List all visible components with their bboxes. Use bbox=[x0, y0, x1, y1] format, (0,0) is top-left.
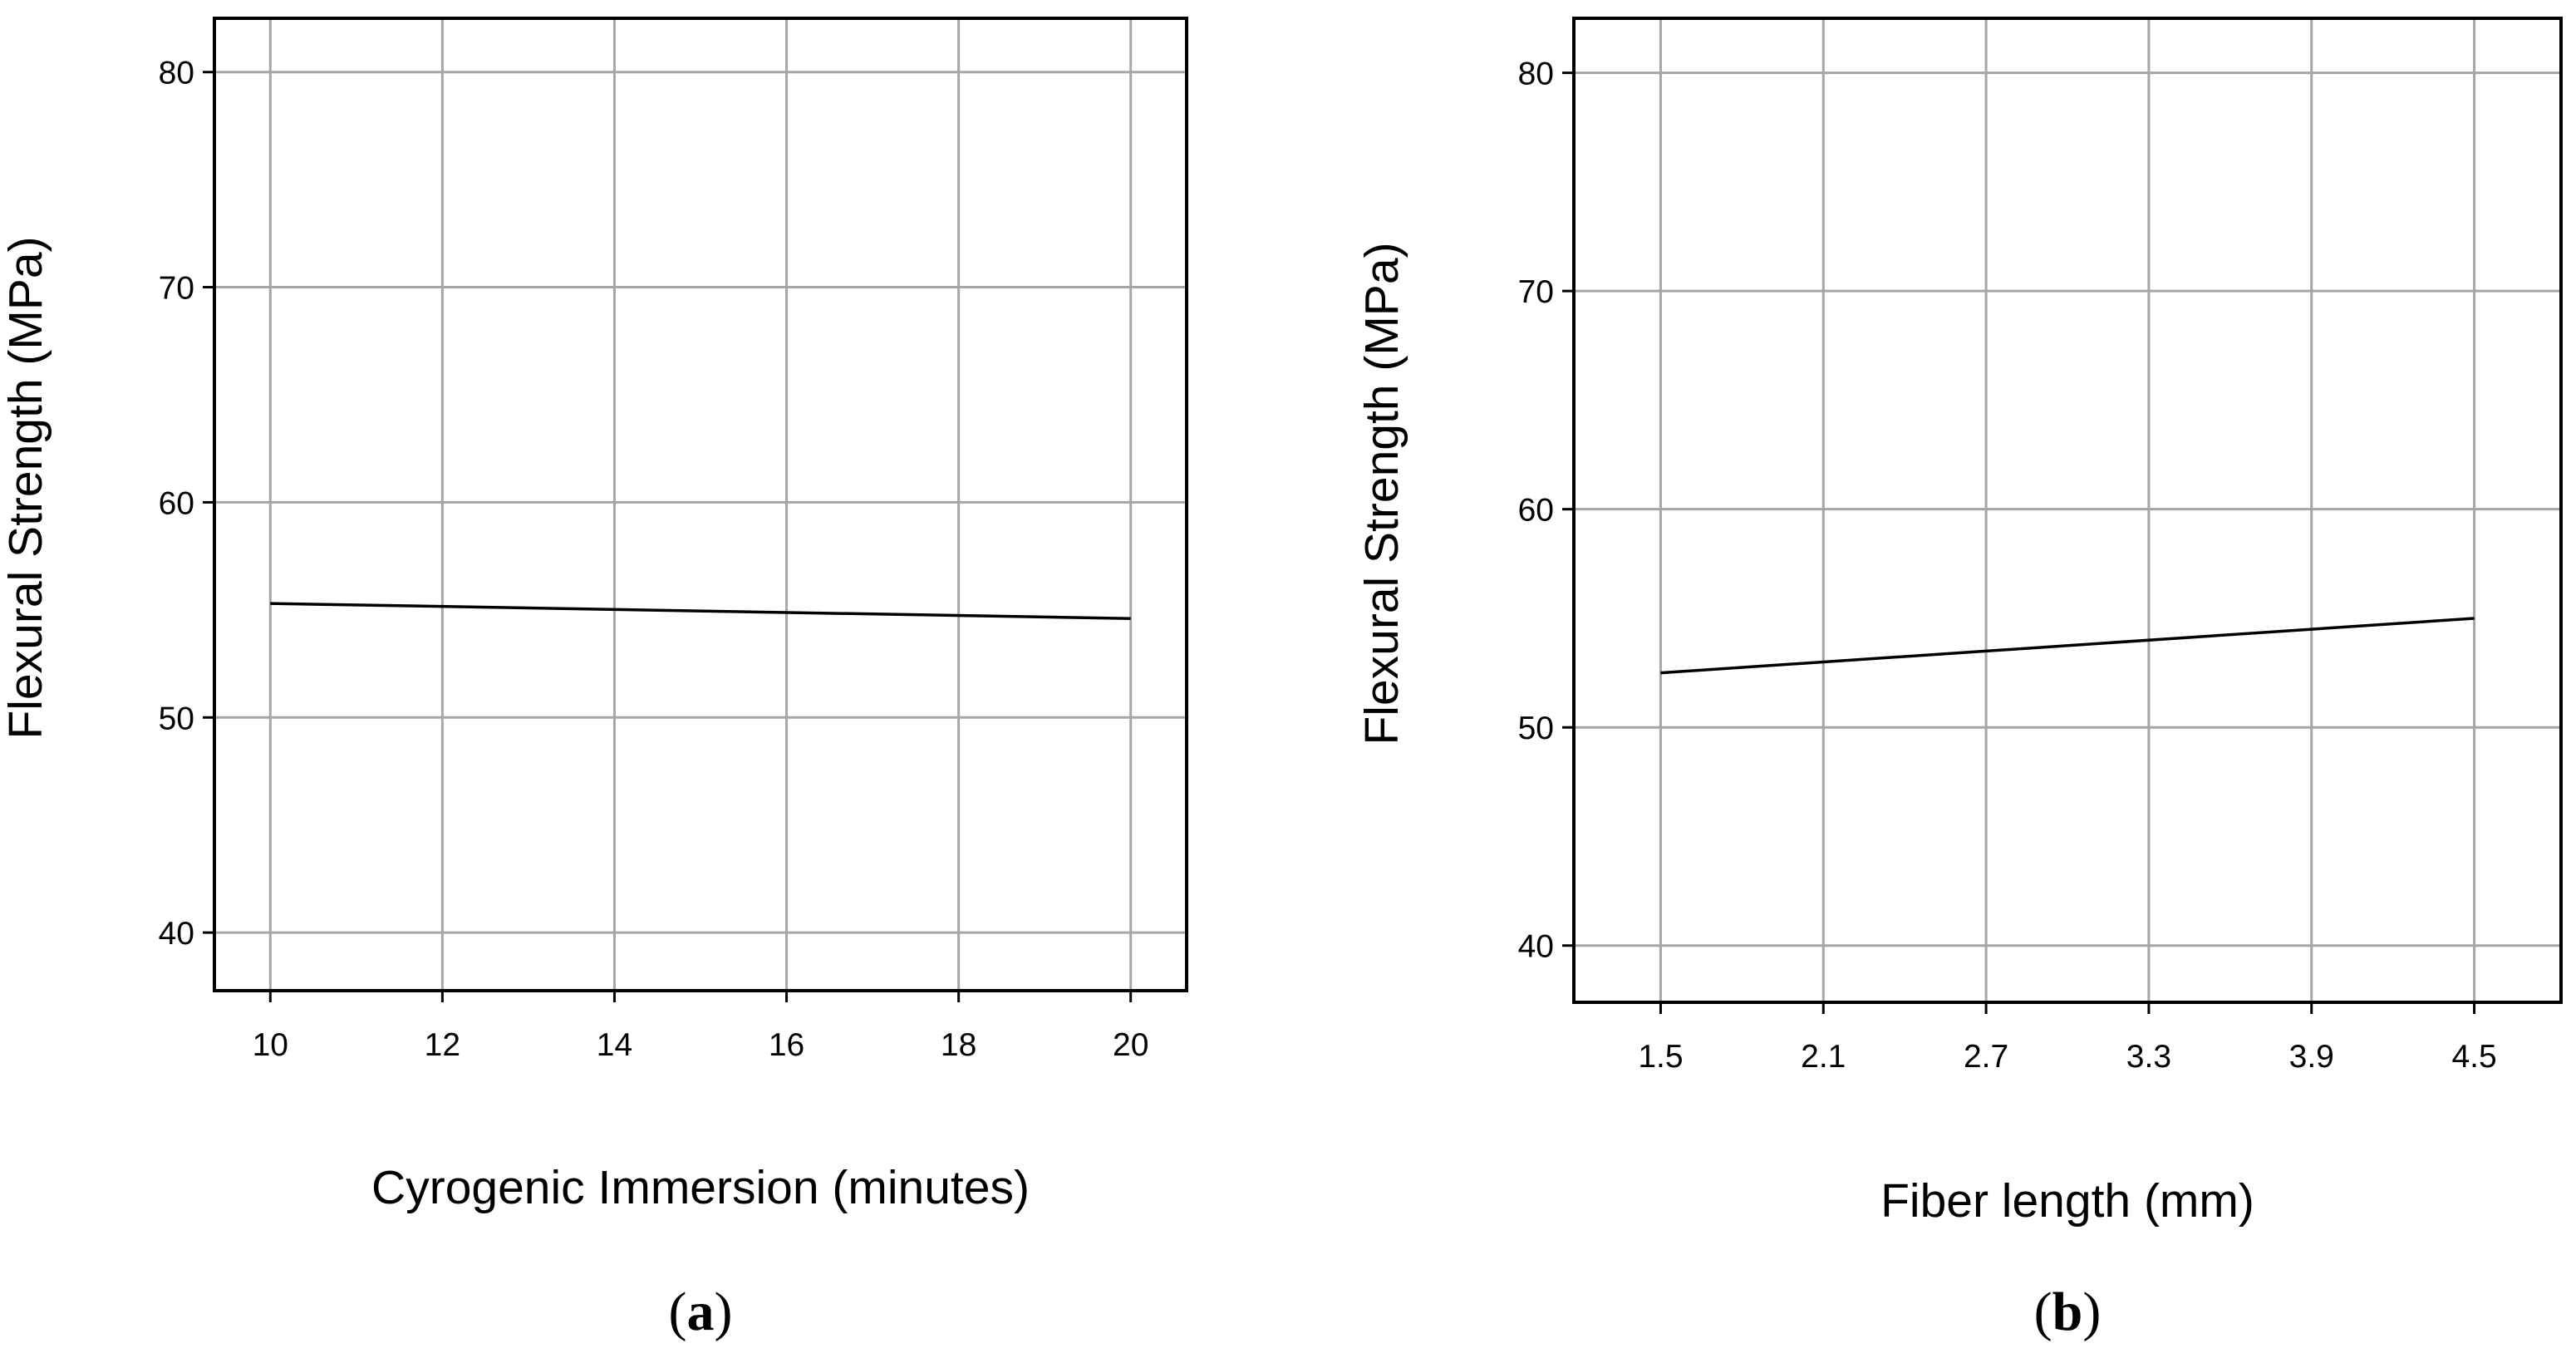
y-tick-label: 80 bbox=[1518, 57, 1554, 92]
x-tick-label: 10 bbox=[253, 1027, 288, 1063]
y-tick-label: 80 bbox=[159, 56, 194, 91]
x-tick-label: 14 bbox=[597, 1027, 632, 1063]
y-tick-label: 40 bbox=[159, 916, 194, 952]
x-axis-label: Fiber length (mm) bbox=[1880, 1174, 2254, 1228]
y-tick-label: 60 bbox=[159, 485, 194, 521]
panel-label-letter: a bbox=[687, 1282, 715, 1342]
x-tick-label: 1.5 bbox=[1638, 1039, 1683, 1075]
series-line bbox=[1660, 617, 2475, 675]
chart-panel-a: 10 12 14 16 18 20 40 50 60 70 80 Cyrogenic Immersio… bbox=[0, 17, 1188, 1342]
y-tick-label: 50 bbox=[159, 701, 194, 736]
x-tick-label: 20 bbox=[1113, 1027, 1148, 1063]
panel-label-open-paren: ( bbox=[669, 1282, 687, 1342]
y-tick-label: 50 bbox=[1518, 711, 1554, 746]
x-tick-label: 3.3 bbox=[2126, 1039, 2171, 1075]
panel-label: (b) bbox=[2034, 1282, 2102, 1342]
y-tick-label: 60 bbox=[1518, 493, 1554, 529]
x-axis-label: Cyrogenic Immersion (minutes) bbox=[371, 1161, 1030, 1214]
x-tick-label: 12 bbox=[425, 1027, 460, 1063]
y-tick-label: 70 bbox=[159, 271, 194, 307]
x-tick-label: 18 bbox=[941, 1027, 976, 1063]
y-axis-label: Flexural Strength (MPa) bbox=[0, 236, 52, 739]
x-tick-label: 2.1 bbox=[1801, 1039, 1846, 1075]
panel-label-open-paren: ( bbox=[2034, 1282, 2052, 1342]
x-tick-label: 16 bbox=[769, 1027, 804, 1063]
panel-label-letter: b bbox=[2052, 1282, 2083, 1342]
x-tick-label: 4.5 bbox=[2451, 1039, 2496, 1075]
x-tick-label: 2.7 bbox=[1964, 1039, 2008, 1075]
x-tick-label: 3.9 bbox=[2289, 1039, 2334, 1075]
panel-label-close-paren: ) bbox=[2082, 1282, 2101, 1342]
series-line bbox=[270, 602, 1131, 620]
y-axis-label: Flexural Strength (MPa) bbox=[1355, 242, 1408, 745]
y-tick-label: 40 bbox=[1518, 929, 1554, 965]
panel-label-close-paren: ) bbox=[715, 1282, 733, 1342]
y-tick-label: 70 bbox=[1518, 274, 1554, 310]
chart-panel-b: 1.5 2.1 2.7 3.3 3.9 4.5 40 50 60 70 80 Fiber length… bbox=[1355, 17, 2563, 1342]
plot-frame bbox=[213, 17, 1188, 992]
panel-label: (a) bbox=[669, 1282, 733, 1342]
